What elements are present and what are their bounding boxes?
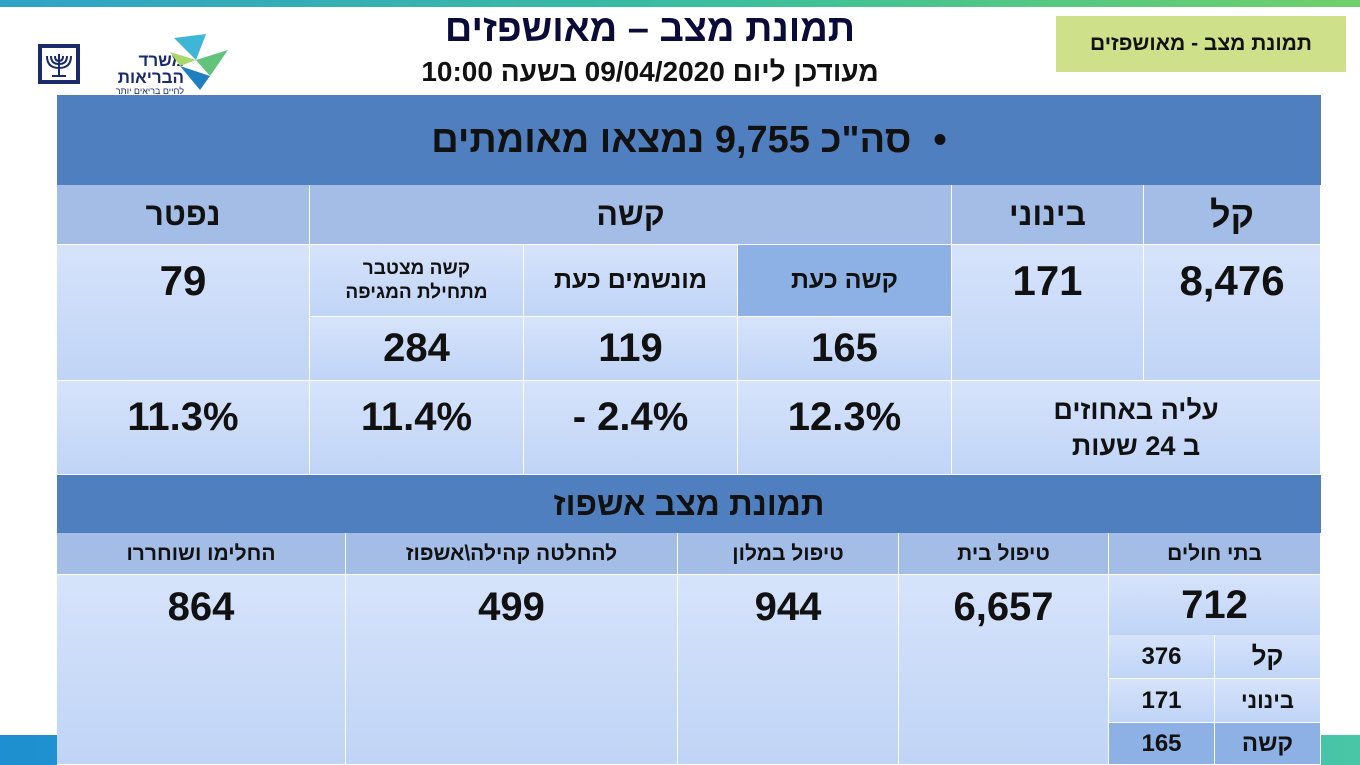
logo-swoosh-icon <box>170 34 228 90</box>
subheader-severe-cumulative: קשה מצטבר מתחילת המגיפה <box>310 245 524 317</box>
value-deceased: 79 <box>57 245 310 381</box>
bullet: • <box>933 118 947 161</box>
increase-severe-cumulative: 11.4% <box>310 381 524 475</box>
value-hospitals: 712 <box>1109 575 1321 635</box>
subheader-ventilated-now: מונשמים כעת <box>524 245 738 317</box>
increase-deceased: 11.3% <box>57 381 310 475</box>
header-severe: קשה <box>310 185 952 245</box>
value-community: 499 <box>346 575 678 765</box>
ministry-of-health-logo: משרד הבריאות לחיים בריאים יותר <box>36 30 236 98</box>
header-hospitals: בתי חולים <box>1109 533 1321 575</box>
value-mild: 8,476 <box>1144 245 1321 381</box>
logo-tagline: לחיים בריאים יותר <box>115 86 184 96</box>
value-ventilated-now: 119 <box>524 317 738 381</box>
breakdown-value-mild: 376 <box>1109 635 1215 679</box>
increase-severe-now-text: 12.3% <box>787 395 902 439</box>
total-confirmed-banner: • סה"כ 9,755 נמצאו מאומתים <box>57 95 1321 185</box>
breakdown-value-severe: 165 <box>1109 723 1215 765</box>
header-recovered: החלימו ושוחררו <box>57 533 346 575</box>
value-recovered: 864 <box>57 575 346 765</box>
value-severe-cumulative: 284 <box>310 317 524 381</box>
section-tag: תמונת מצב - מאושפזים <box>1056 16 1346 72</box>
logo-title: משרד הבריאות <box>94 52 184 86</box>
total-confirmed-label: סה"כ 9,755 נמצאו מאומתים <box>431 118 912 161</box>
header-community: להחלטה קהילה\אשפוז <box>346 533 678 575</box>
header-deceased: נפטר <box>57 185 310 245</box>
header-home-care: טיפול בית <box>899 533 1109 575</box>
subheader-severe-now: קשה כעת <box>738 245 952 317</box>
increase-ventilated-now: - 2.4% <box>524 381 738 475</box>
value-severe-now: 165 <box>738 317 952 381</box>
value-home-care: 6,657 <box>899 575 1109 765</box>
breakdown-label-mild: קל <box>1215 635 1321 679</box>
logo-line-2: הבריאות <box>117 68 184 87</box>
logo-line-1: משרד <box>138 51 184 70</box>
header-mild: קל <box>1144 185 1321 245</box>
top-accent-stripe <box>0 0 1360 7</box>
increase-severe-cumulative-text: 11.4% <box>360 395 473 439</box>
breakdown-label-severe: קשה <box>1215 723 1321 765</box>
header-hotel-care: טיפול במלון <box>678 533 899 575</box>
page-title: תמונת מצב – מאושפזים <box>444 8 856 50</box>
increase-label: עליה באחוזים ב 24 שעות <box>952 381 1321 475</box>
value-hotel-care: 944 <box>678 575 899 765</box>
menorah-icon <box>38 44 80 84</box>
hospitalization-banner: תמונת מצב אשפוז <box>57 475 1321 533</box>
increase-ventilated-now-text: - 2.4% <box>572 395 689 439</box>
page-subtitle: מעודכן ליום 09/04/2020 בשעה 10:00 <box>421 56 879 87</box>
status-panel: • סה"כ 9,755 נמצאו מאומתים קל בינוני קשה… <box>57 95 1321 765</box>
increase-deceased-text: 11.3% <box>127 395 239 439</box>
breakdown-value-moderate: 171 <box>1109 679 1215 723</box>
value-moderate: 171 <box>952 245 1144 381</box>
breakdown-label-moderate: בינוני <box>1215 679 1321 723</box>
increase-severe-now: 12.3% <box>738 381 952 475</box>
header-moderate: בינוני <box>952 185 1144 245</box>
